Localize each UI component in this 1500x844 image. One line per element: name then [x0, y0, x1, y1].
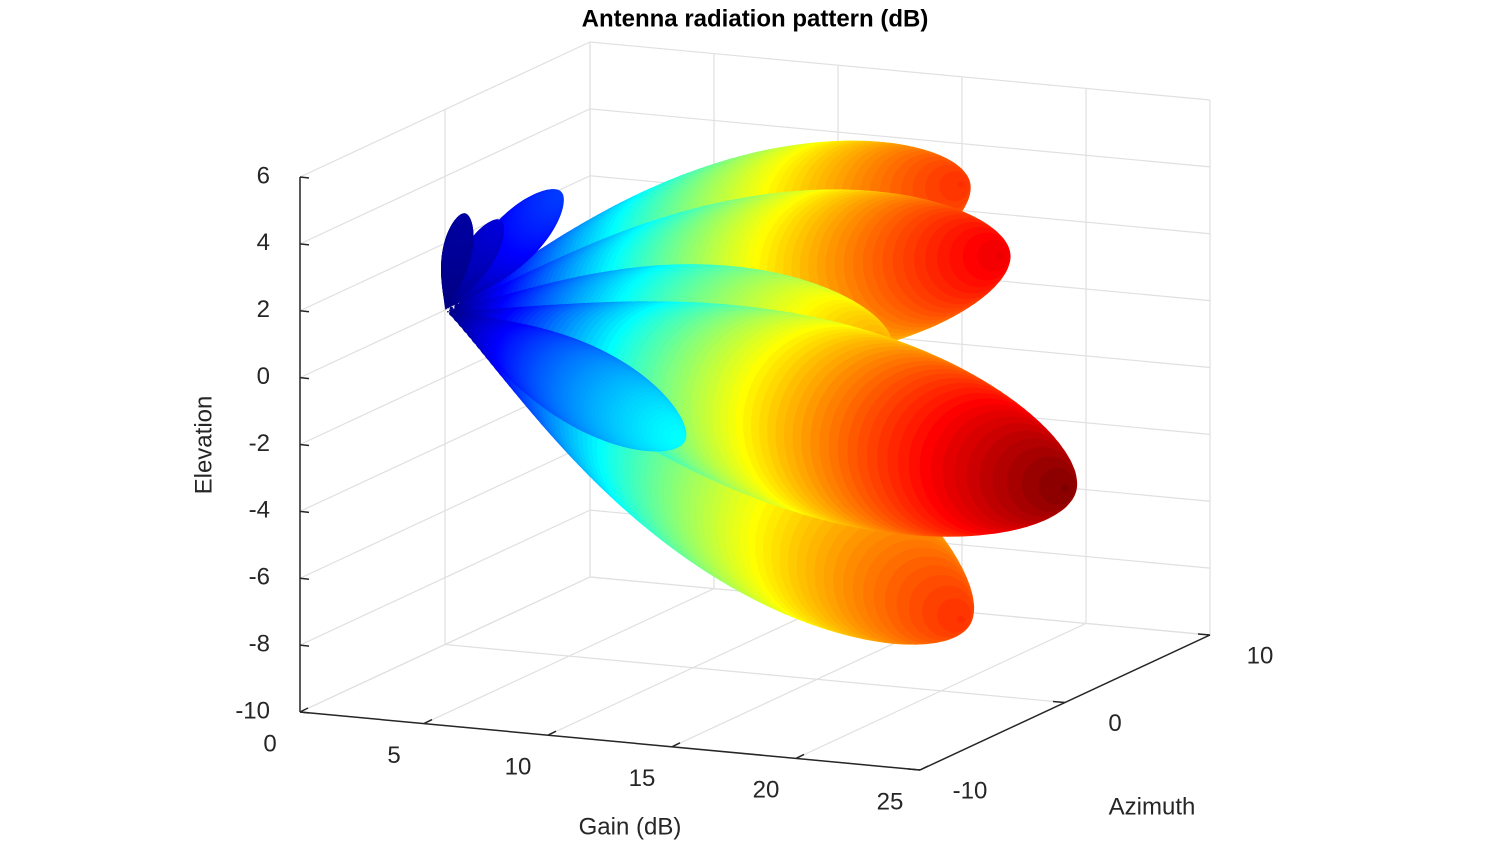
z-tick-label: -8 — [249, 630, 270, 657]
grid-line — [299, 41, 591, 178]
z-tick — [299, 376, 310, 380]
z-tick — [299, 310, 310, 313]
x-tick — [423, 718, 433, 725]
lobe-slice — [461, 213, 468, 219]
lobe-slice — [1038, 467, 1076, 505]
z-tick — [299, 644, 310, 647]
lobe-slice — [553, 190, 563, 200]
z-tick-label: 0 — [257, 363, 270, 390]
z-tick-label: -6 — [249, 564, 270, 591]
lobe-slice — [1060, 484, 1070, 493]
grid-line — [299, 576, 591, 713]
y-tick-label: -10 — [953, 777, 988, 804]
lobe-slice — [447, 310, 449, 313]
chart-title: Antenna radiation pattern (dB) — [582, 5, 929, 32]
grid-line — [299, 442, 591, 579]
x-tick-label: 20 — [753, 777, 780, 804]
z-tick — [299, 243, 310, 246]
x-tick — [919, 765, 929, 771]
lobe-slice — [997, 251, 1005, 259]
lobe-slice — [678, 437, 683, 441]
y-axis-label: Azimuth — [1109, 793, 1196, 820]
z-tick — [299, 443, 310, 447]
lobe-slice — [957, 181, 965, 188]
lobe-slice — [957, 615, 965, 623]
z-tick — [299, 176, 310, 179]
x-tick-label: 0 — [263, 730, 276, 757]
grid-line — [444, 643, 1066, 704]
z-tick — [299, 711, 310, 714]
z-tick — [299, 577, 310, 580]
x-tick-label: 25 — [877, 788, 904, 815]
z-tick — [299, 510, 310, 514]
lobe-slice — [498, 220, 501, 223]
y-tick — [1052, 700, 1066, 704]
x-axis-label: Gain (dB) — [579, 813, 682, 840]
lobe-slice — [444, 308, 446, 310]
lobe — [440, 213, 474, 310]
z-tick-label: -4 — [249, 497, 270, 524]
x-tick — [671, 742, 681, 748]
grid-line — [589, 41, 1211, 101]
lobe-slice — [670, 429, 686, 446]
grid-line — [299, 509, 591, 646]
z-axis-label: Elevation — [190, 396, 217, 495]
lobe-slice — [977, 239, 1010, 272]
lobe-slice — [558, 192, 561, 195]
x-tick — [299, 707, 309, 713]
axis-layer: -10 -8 -6 -4 -2 0 2 4 6 0 5 10 15 20 25 -10 0 10 — [235, 162, 1273, 815]
y-tick — [907, 768, 921, 771]
x-tick-label: 15 — [629, 765, 656, 792]
x-tick-label: 10 — [505, 754, 532, 781]
z-tick-label: 2 — [257, 296, 270, 323]
z-tick-label: 6 — [257, 162, 270, 189]
x-axis — [299, 711, 921, 771]
grid-line — [589, 108, 1211, 168]
lobe-slice — [939, 170, 970, 202]
z-tick-label: -10 — [235, 697, 270, 724]
y-tick — [1197, 633, 1211, 636]
lobe-slice — [464, 214, 466, 216]
lobe-layer — [440, 140, 1078, 645]
z-tick-label: -2 — [249, 430, 270, 457]
grid-line — [299, 108, 591, 245]
lobe-slice — [495, 219, 502, 226]
x-tick — [547, 730, 557, 736]
y-tick-label: 0 — [1108, 710, 1121, 737]
z-tick-label: 4 — [257, 229, 270, 256]
y-tick-label: 10 — [1247, 642, 1274, 669]
x-tick — [795, 753, 805, 760]
lobe-slice — [937, 598, 972, 633]
lobe — [447, 310, 687, 452]
x-tick-label: 5 — [387, 742, 400, 769]
